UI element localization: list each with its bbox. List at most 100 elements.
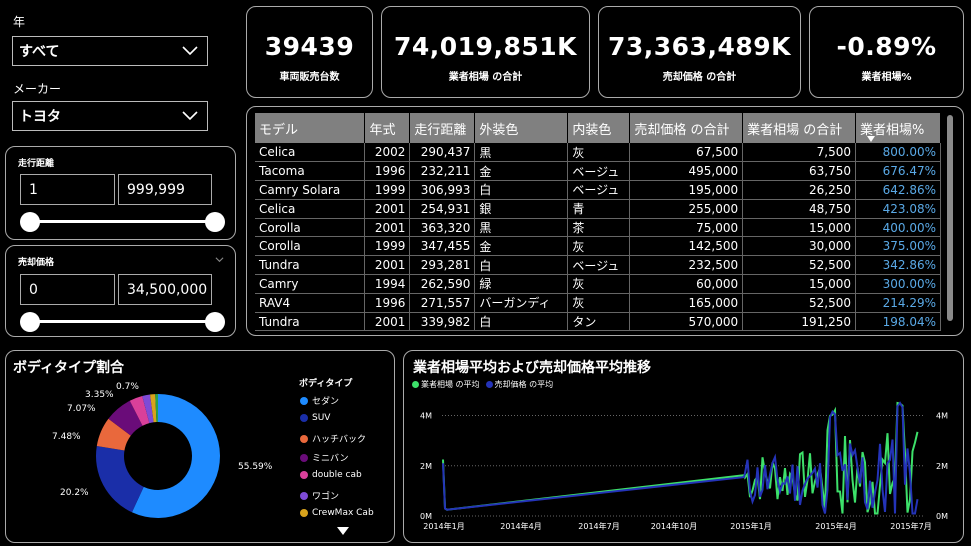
donut-slice[interactable]: [108, 400, 143, 436]
year-dropdown[interactable]: すべて: [12, 36, 208, 66]
table-cell: 金: [474, 161, 569, 182]
table-cell: 銀: [474, 199, 569, 219]
kpi-card-units: 39439 車両販売台数: [246, 6, 373, 98]
table-cell: 2001: [364, 312, 411, 332]
legend-label: CrewMax Cab: [312, 508, 374, 518]
donut-data-label: 7.48%: [52, 432, 81, 442]
table-row[interactable]: Corolla 2001 363,320 黒茶 75,000 15,000 400.00%: [255, 218, 941, 238]
donut-legend-item[interactable]: SUV: [300, 413, 330, 423]
table-row[interactable]: RAV4 1996 271,557 バーガンディ灰 165,000 52,500 214.2…: [255, 293, 941, 313]
legend-dot: [300, 453, 308, 462]
kpi-value: 39439: [264, 32, 355, 61]
table-cell: 1996: [364, 161, 411, 182]
donut-legend-item[interactable]: double cab: [300, 470, 362, 480]
table-row[interactable]: Camry 1994 262,590 緑灰 60,000 15,000 300.00%: [255, 274, 941, 294]
year-dropdown-value: すべて: [19, 44, 60, 60]
mileage-min-input[interactable]: 1: [20, 174, 115, 205]
table-header-cell[interactable]: 業者相場 の合計: [742, 113, 856, 143]
legend-dot-dealer: [412, 381, 419, 388]
trend-chart-panel: 業者相場平均および売却価格平均推移 業者相場 の平均 売却価格 の平均 0M 0M…: [403, 350, 964, 543]
y-tick-label-right: 2M: [936, 462, 948, 471]
donut-slice[interactable]: [96, 445, 144, 513]
table-row[interactable]: Camry Solara 1999 306,993 白ベージュ 195,000 26,25…: [255, 180, 941, 200]
price-slider-max-handle[interactable]: [205, 312, 225, 332]
donut-data-label: 20.2%: [60, 488, 89, 498]
x-tick-label: 2015年4月: [815, 521, 856, 531]
trend-legend: 業者相場 の平均 売却価格 の平均: [412, 379, 553, 390]
data-table-panel: モデル 年式 走行距離 外装色 内装色 売却価格 の合計 業者相場 の合計 業者相場% Cel…: [246, 106, 964, 336]
donut-legend-item[interactable]: ワゴン: [300, 489, 339, 502]
table-cell: 1994: [364, 274, 411, 294]
kpi-caption: 車両販売台数: [279, 72, 340, 83]
mileage-slicer-title: 走行距離: [18, 159, 55, 169]
kpi-card-dealer-pct: -0.89% 業者相場%: [809, 6, 964, 98]
donut-slice[interactable]: [96, 418, 131, 451]
data-table: モデル 年式 走行距離 外装色 内装色 売却価格 の合計 業者相場 の合計 業者相場% Cel…: [255, 113, 941, 332]
table-cell: Celica: [255, 199, 366, 219]
x-tick-label: 2014年10月: [651, 521, 698, 531]
donut-data-label: 3.35%: [85, 390, 114, 400]
legend-scroll-down-icon[interactable]: [337, 527, 349, 535]
table-cell: 15,000: [742, 218, 856, 238]
table-scrollbar[interactable]: [947, 115, 953, 321]
table-cell: Tundra: [255, 255, 366, 276]
donut-legend-item[interactable]: ミニバン: [300, 451, 348, 464]
table-cell: 570,000: [629, 312, 744, 332]
table-cell: 800.00%: [855, 143, 941, 163]
table-row[interactable]: Tacoma 1996 232,211 金ベージュ 495,000 63,750 676.4…: [255, 161, 941, 182]
table-row[interactable]: Corolla 1999 347,455 金灰 142,500 30,000 375.00%: [255, 236, 941, 257]
legend-dot: [300, 471, 308, 479]
mileage-max-input[interactable]: 999,999: [118, 174, 212, 205]
maker-dropdown[interactable]: トヨタ: [12, 101, 208, 131]
y-tick-label-right: 0M: [936, 512, 948, 521]
donut-slice[interactable]: [155, 394, 158, 423]
table-cell: 293,281: [409, 255, 476, 276]
donut-slice[interactable]: [142, 394, 154, 424]
price-slider-min-handle[interactable]: [20, 312, 40, 332]
table-header-cell[interactable]: 売却価格 の合計: [629, 113, 744, 143]
table-header-cell[interactable]: 年式: [364, 113, 411, 143]
table-cell: 15,000: [742, 274, 856, 294]
donut-data-label: 0.7%: [116, 382, 139, 392]
legend-dot-sale: [485, 381, 493, 388]
mileage-slider-max-handle[interactable]: [205, 212, 225, 232]
mileage-slider-min-handle[interactable]: [20, 212, 40, 232]
table-cell: 2001: [364, 199, 411, 219]
table-cell: 63,750: [742, 161, 856, 182]
table-row[interactable]: Celica 2002 290,437 黒灰 67,500 7,500 800.00%: [255, 143, 941, 163]
table-header-cell[interactable]: 走行距離: [409, 113, 476, 143]
chevron-down-icon[interactable]: [215, 255, 224, 264]
donut-slice[interactable]: [129, 396, 150, 426]
mileage-slicer: 走行距離 1 999,999: [5, 146, 236, 240]
table-cell: 緑: [474, 274, 569, 294]
table-row[interactable]: Celica 2001 254,931 銀青 255,000 48,750 423.08%: [255, 199, 941, 219]
donut-legend-item[interactable]: CrewMax Cab: [300, 508, 374, 518]
table-cell: 白: [474, 312, 569, 332]
year-filter-label: 年: [13, 15, 26, 29]
sort-desc-icon[interactable]: [867, 136, 875, 142]
table-header-cell[interactable]: 内装色: [567, 113, 631, 143]
table-cell: 2001: [364, 255, 411, 276]
donut-slice[interactable]: [150, 394, 157, 423]
y-tick-label-right: 4M: [936, 412, 948, 421]
table-header-cell[interactable]: モデル: [255, 113, 366, 143]
table-header-cell[interactable]: 外装色: [474, 113, 569, 143]
trend-line-chart: 0M 0M 2M 2M 4M 4M 2014年1月 2014年4月 2014年7月 2014年10…: [420, 401, 948, 531]
kpi-value: -0.89%: [836, 32, 937, 61]
legend-label: ワゴン: [312, 492, 340, 502]
donut-legend-item[interactable]: セダン: [300, 394, 339, 407]
price-min-input[interactable]: 0: [20, 274, 115, 305]
donut-slice[interactable]: [131, 394, 220, 518]
donut-legend-item[interactable]: ハッチバック: [300, 432, 366, 445]
legend-label: セダン: [312, 397, 340, 407]
table-row[interactable]: Tundra 2001 339,982 白タン 570,000 191,250 198.04…: [255, 312, 941, 332]
price-max-input[interactable]: 34,500,000: [118, 274, 212, 305]
legend-dot: [300, 414, 308, 422]
x-tick-label: 2014年1月: [423, 521, 464, 531]
series-line[interactable]: [442, 401, 919, 515]
table-cell: 灰: [567, 236, 631, 257]
table-cell: 423.08%: [855, 199, 941, 219]
table-row[interactable]: Tundra 2001 293,281 白ベージュ 232,500 52,500 342.8…: [255, 255, 941, 276]
table-cell: 191,250: [742, 312, 856, 332]
table-cell: 363,320: [409, 218, 476, 238]
